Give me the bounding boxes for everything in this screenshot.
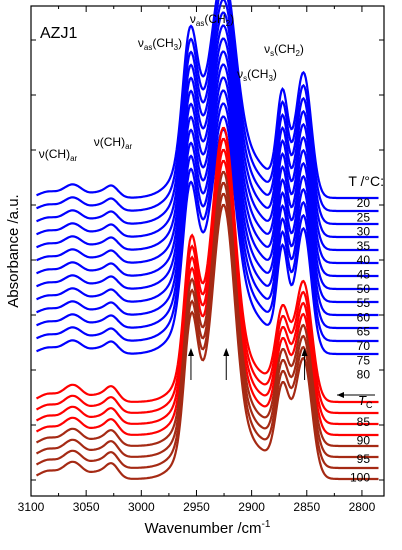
temperature-label: 50 bbox=[357, 282, 371, 296]
temperature-label: 100 bbox=[350, 471, 370, 485]
annotations-group: 3100 3050 3000 2950 2900 2850 2800 202530354045… bbox=[5, 12, 384, 537]
spectrum-line bbox=[36, 37, 379, 265]
x-tick-label: 2900 bbox=[238, 500, 265, 514]
x-tick-label: 2950 bbox=[183, 500, 210, 514]
tc-arrow-head bbox=[337, 392, 344, 398]
x-tick-label: 3100 bbox=[18, 500, 45, 514]
spectrum-line bbox=[36, 11, 379, 239]
spectrum-line bbox=[36, 76, 379, 304]
y-axis-title: Absorbance /a.u. bbox=[5, 194, 22, 307]
plot-frame-group bbox=[30, 5, 385, 497]
peak-marker-arrowhead bbox=[187, 348, 194, 356]
spectrum-line bbox=[36, 0, 379, 213]
spectrum-line bbox=[36, 0, 379, 226]
spectrum-line bbox=[36, 63, 379, 291]
band-label-nu-s-ch3: νs(CH3) bbox=[237, 67, 277, 83]
spectra-curves-group bbox=[35, 0, 379, 481]
panel-label: AZJ1 bbox=[40, 25, 77, 42]
spectrum-line bbox=[36, 89, 379, 317]
spectrum-line bbox=[35, 137, 379, 415]
spectrum-line bbox=[35, 170, 379, 448]
spectrum-line bbox=[36, 115, 379, 343]
temperature-label: 35 bbox=[357, 239, 371, 253]
spectrum-line bbox=[36, 128, 379, 356]
temperature-label: 30 bbox=[357, 225, 371, 239]
x-tick-label: 3050 bbox=[73, 500, 100, 514]
temperature-label: 25 bbox=[357, 210, 371, 224]
temperature-label: 65 bbox=[357, 325, 371, 339]
temperature-label: 40 bbox=[357, 253, 371, 267]
legend-title: T /°C: bbox=[348, 173, 384, 189]
spectrum-line bbox=[36, 24, 379, 252]
tc-label: TC bbox=[358, 393, 373, 410]
spectrum-line bbox=[36, 0, 379, 200]
x-tick-label: 2800 bbox=[349, 500, 376, 514]
plot-frame bbox=[30, 5, 385, 497]
x-tick-label: 2850 bbox=[293, 500, 320, 514]
band-label-nu-as-ch3: νas(CH3) bbox=[138, 36, 182, 52]
spectrum-line bbox=[35, 192, 379, 470]
x-tick-label: 3000 bbox=[128, 500, 155, 514]
temperature-label: 55 bbox=[357, 296, 371, 310]
temperature-label: 70 bbox=[357, 339, 371, 353]
peak-marker-arrowhead bbox=[301, 348, 308, 356]
temperature-label: 45 bbox=[357, 268, 371, 282]
temperature-label: 85 bbox=[357, 415, 371, 429]
temperature-label: 90 bbox=[357, 434, 371, 448]
band-label-ch-ar-1: ν(CH)ar bbox=[39, 147, 78, 163]
temperature-label: 95 bbox=[357, 452, 371, 466]
temperature-label: 80 bbox=[357, 368, 371, 382]
spectrum-line bbox=[35, 159, 379, 437]
temperature-label: 75 bbox=[357, 353, 371, 367]
band-label-ch-ar-2: ν(CH)ar bbox=[94, 135, 133, 151]
temperature-label: 20 bbox=[357, 196, 371, 210]
spectrum-line bbox=[35, 126, 379, 404]
temperature-label: 60 bbox=[357, 310, 371, 324]
spectrum-line bbox=[36, 50, 379, 278]
spectrum-line bbox=[36, 102, 379, 330]
band-label-nu-s-ch2: νs(CH2) bbox=[264, 42, 304, 58]
spectrum-line bbox=[35, 203, 379, 481]
spectrum-line bbox=[35, 181, 379, 459]
spectrum-line bbox=[35, 148, 379, 426]
peak-marker-arrowhead bbox=[223, 348, 230, 356]
x-axis-title: Wavenumber /cm-1 bbox=[145, 519, 271, 537]
